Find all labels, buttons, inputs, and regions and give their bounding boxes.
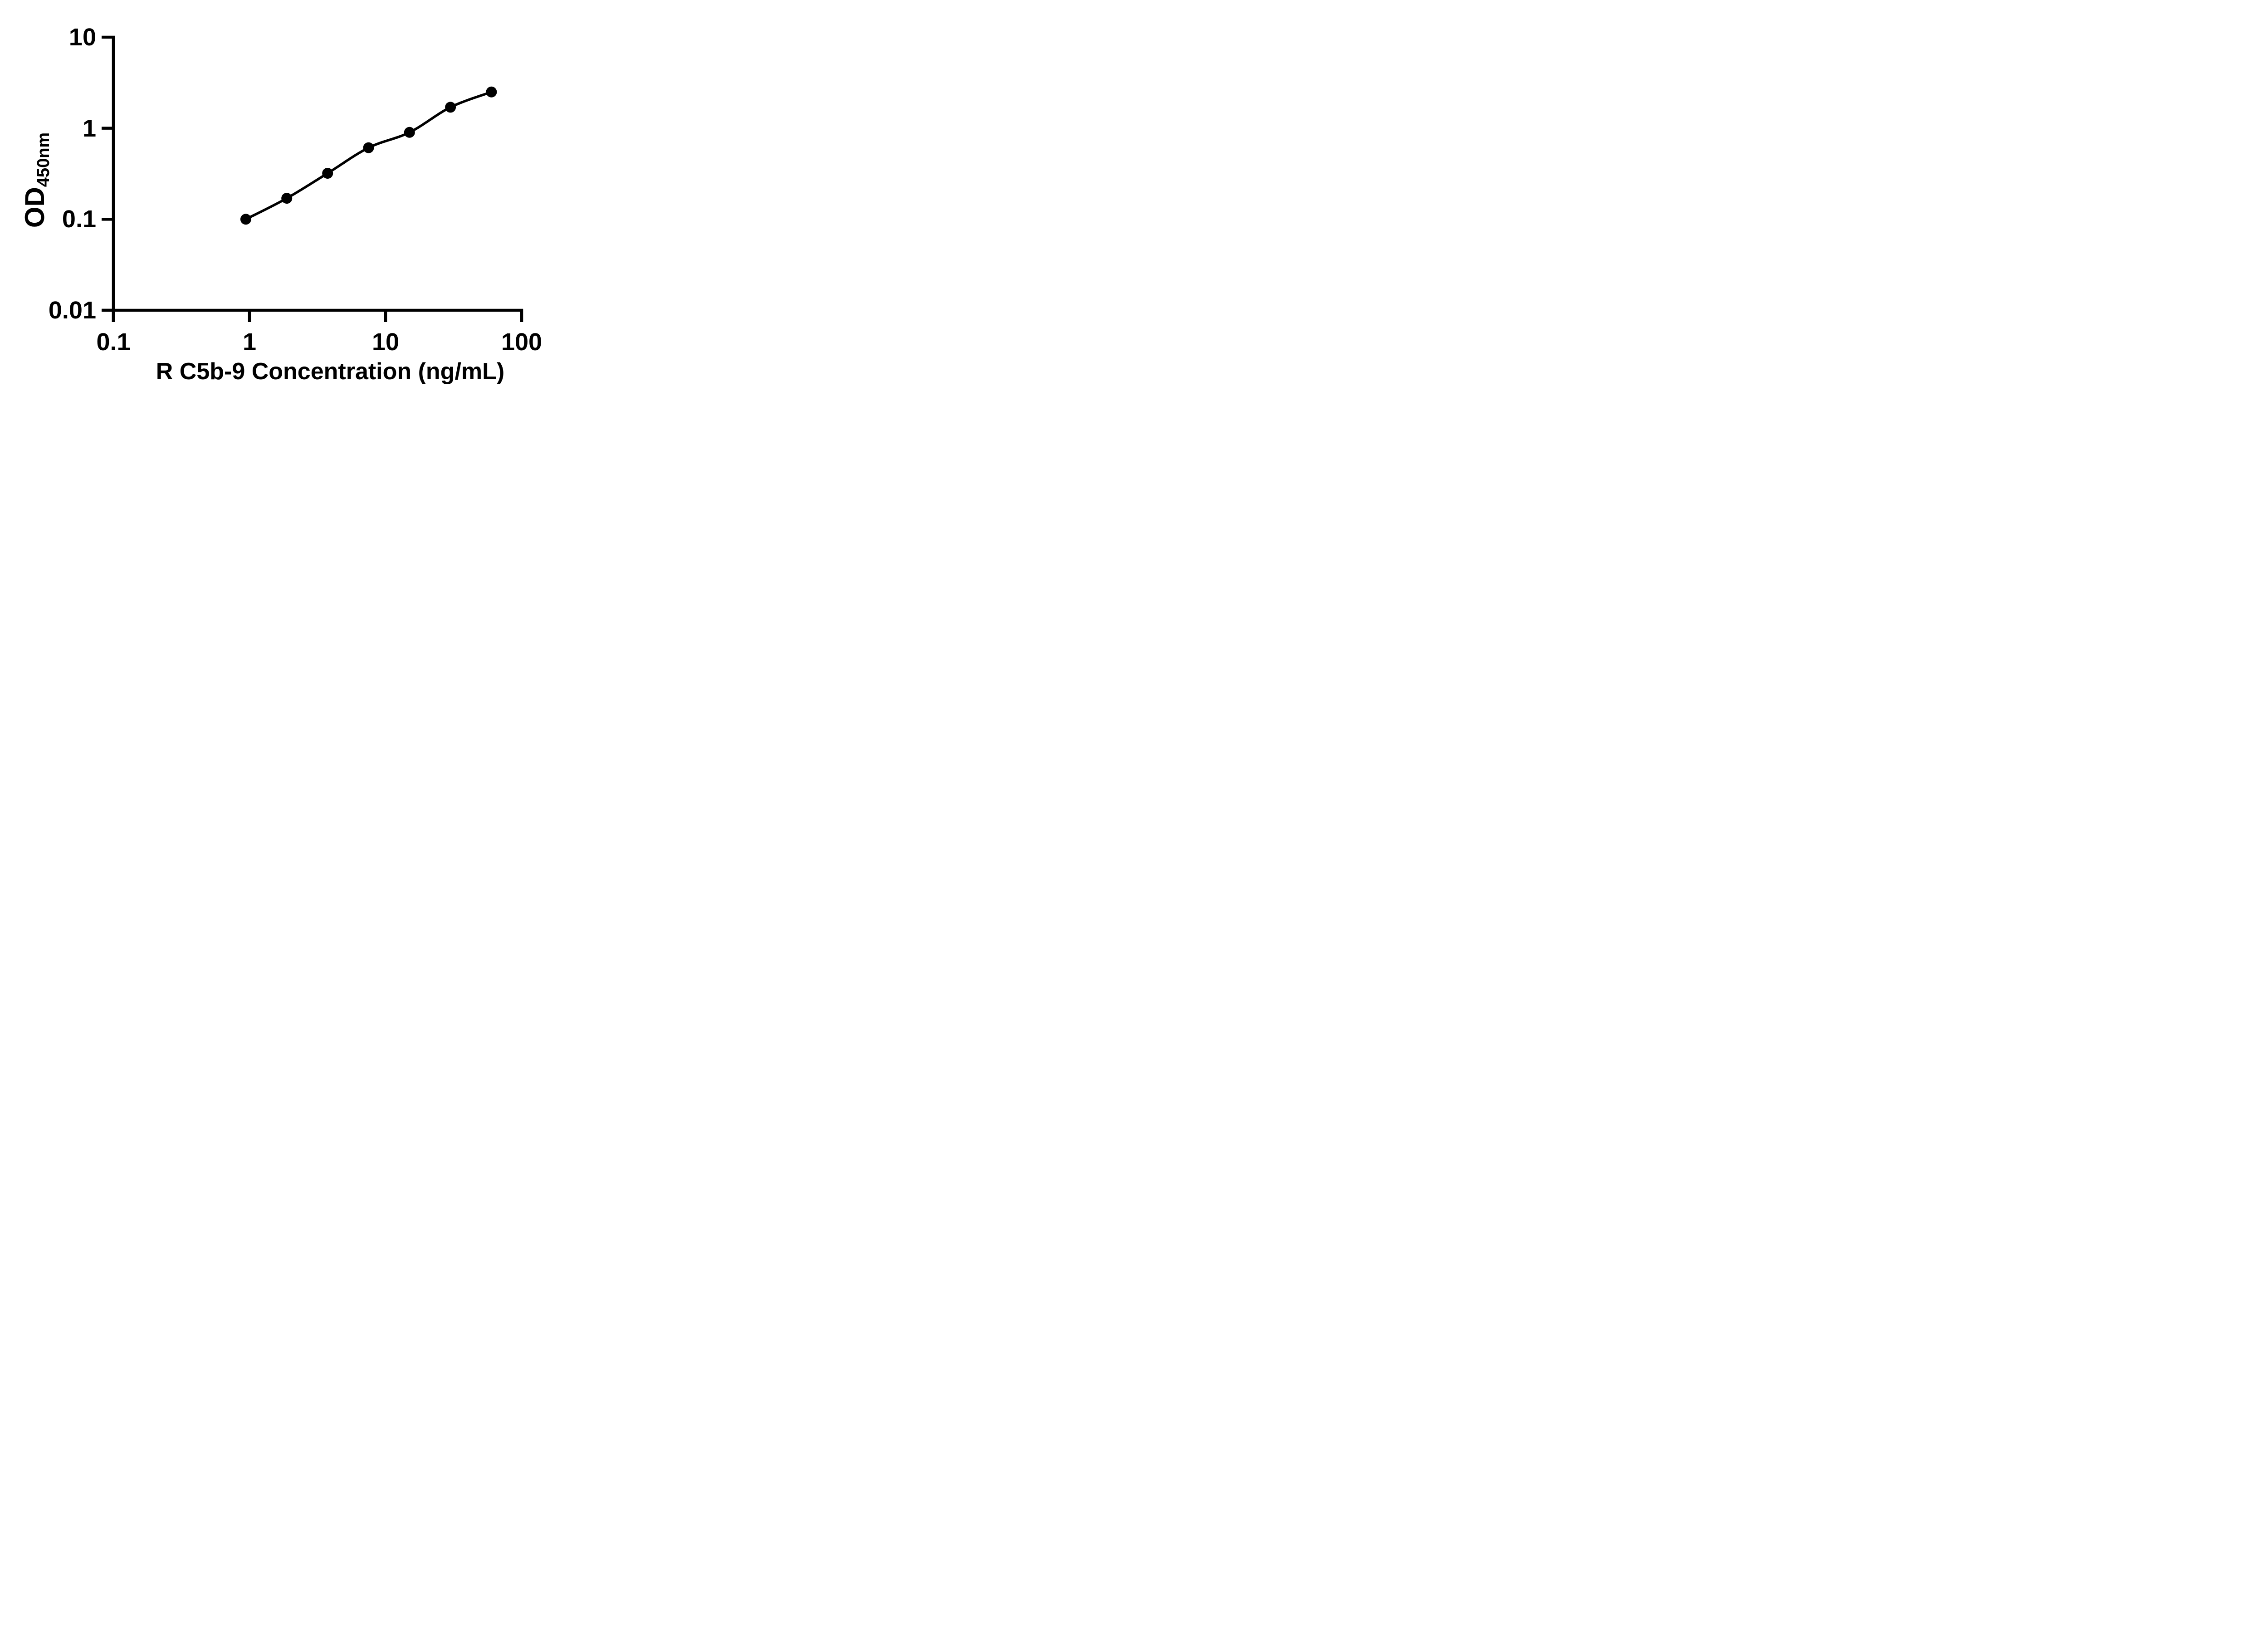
x-tick-label: 0.1 [96,328,131,356]
y-axis-title: OD450nm [19,132,54,228]
data-point-marker [281,193,293,204]
data-point-marker [404,127,415,138]
data-point-marker [322,168,333,179]
y-axis-title-subscript: 450nm [34,132,54,187]
data-point-marker [445,102,456,113]
y-tick-label: 10 [68,23,96,51]
x-tick-label: 100 [501,328,543,356]
plot-canvas [102,35,523,322]
x-tick-label: 10 [371,328,400,356]
data-point-marker [240,214,251,225]
elisa-standard-curve-figure: 10 1 0.1 0.01 0.1 1 10 100 OD450nm R C5b-9 Con… [0,0,583,408]
data-point-marker [486,86,497,98]
y-tick-label: 0.1 [62,205,96,233]
x-axis-title: R C5b-9 Concentration (ng/mL) [156,358,505,385]
y-axis-title-main: OD [19,187,50,228]
data-point-marker [363,142,374,153]
y-tick-label: 0.01 [48,297,96,324]
x-tick-label: 1 [242,328,257,356]
y-tick-label: 1 [82,114,96,142]
